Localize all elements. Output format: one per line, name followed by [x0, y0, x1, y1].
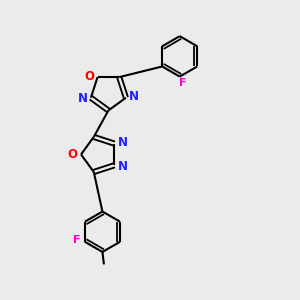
Text: N: N: [78, 92, 88, 105]
Text: N: N: [118, 160, 128, 173]
Text: N: N: [118, 136, 128, 148]
Text: N: N: [129, 90, 139, 103]
Text: F: F: [179, 78, 186, 88]
Text: O: O: [84, 70, 94, 83]
Text: F: F: [73, 236, 80, 245]
Text: O: O: [68, 148, 78, 161]
